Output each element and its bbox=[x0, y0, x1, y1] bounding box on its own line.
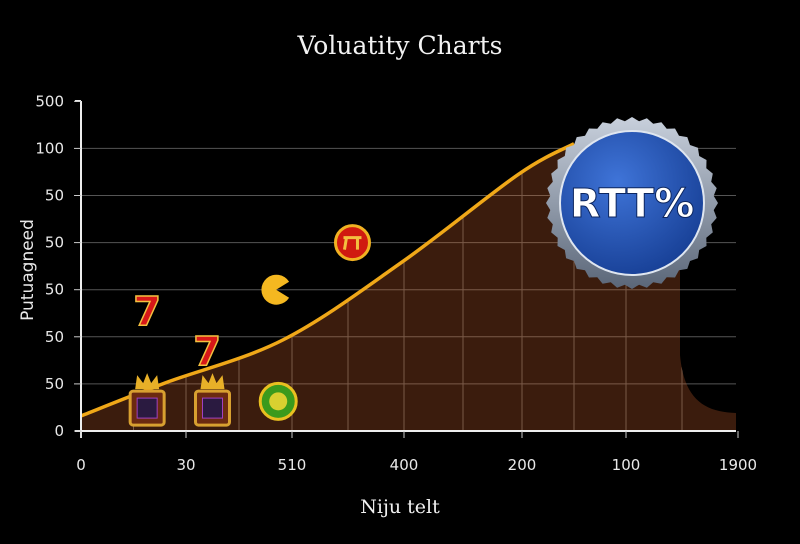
green-coin-icon bbox=[258, 381, 298, 421]
crown-shape bbox=[200, 373, 225, 390]
x-tick-label: 510 bbox=[278, 456, 307, 474]
y-tick-label: 50 bbox=[45, 187, 64, 205]
coin-center bbox=[269, 392, 288, 411]
crown-crest-icon bbox=[128, 373, 166, 427]
seven-glyph: 7 bbox=[133, 289, 161, 335]
y-tick-label: 50 bbox=[45, 281, 64, 299]
coin-glyph bbox=[343, 236, 362, 250]
rtt-badge: RTT% bbox=[546, 117, 718, 289]
x-tick-label: 30 bbox=[176, 456, 195, 474]
y-tick-label: 100 bbox=[35, 139, 64, 157]
x-axis-label: Niju telt bbox=[360, 496, 440, 518]
crown-shape bbox=[135, 373, 160, 390]
x-tick-label: 1900 bbox=[719, 456, 757, 474]
seven-icon: 7 bbox=[193, 328, 222, 376]
badge-text: RTT% bbox=[570, 181, 695, 227]
chart-title: Voluatity Charts bbox=[297, 31, 503, 60]
x-tick-label: 0 bbox=[76, 456, 86, 474]
crown-crest-icon bbox=[194, 373, 231, 427]
y-tick-label: 50 bbox=[45, 328, 64, 346]
x-ticks: 0 30 510 400 200 100 1900 bbox=[76, 431, 757, 474]
x-tick-label: 400 bbox=[390, 456, 419, 474]
y-tick-label: 500 bbox=[35, 92, 64, 110]
seven-icon: 7 bbox=[132, 288, 161, 336]
y-ticks: 0 50 50 50 50 50 100 500 bbox=[35, 92, 81, 440]
y-tick-label: 50 bbox=[45, 375, 64, 393]
series-line bbox=[80, 142, 575, 418]
pacman-icon bbox=[261, 274, 290, 305]
seven-glyph: 7 bbox=[193, 329, 221, 375]
x-tick-label: 200 bbox=[508, 456, 537, 474]
y-axis-label: Putuagneed bbox=[18, 219, 38, 321]
red-coin-icon bbox=[333, 224, 371, 262]
coin-shape bbox=[333, 224, 371, 262]
crest-screen bbox=[202, 397, 223, 419]
pacman-shape bbox=[261, 274, 290, 305]
x-tick-label: 100 bbox=[612, 456, 641, 474]
crest-screen bbox=[136, 397, 158, 419]
symbols: 77 bbox=[128, 224, 371, 427]
y-tick-label: 50 bbox=[45, 234, 64, 252]
y-tick-label: 0 bbox=[54, 422, 64, 440]
